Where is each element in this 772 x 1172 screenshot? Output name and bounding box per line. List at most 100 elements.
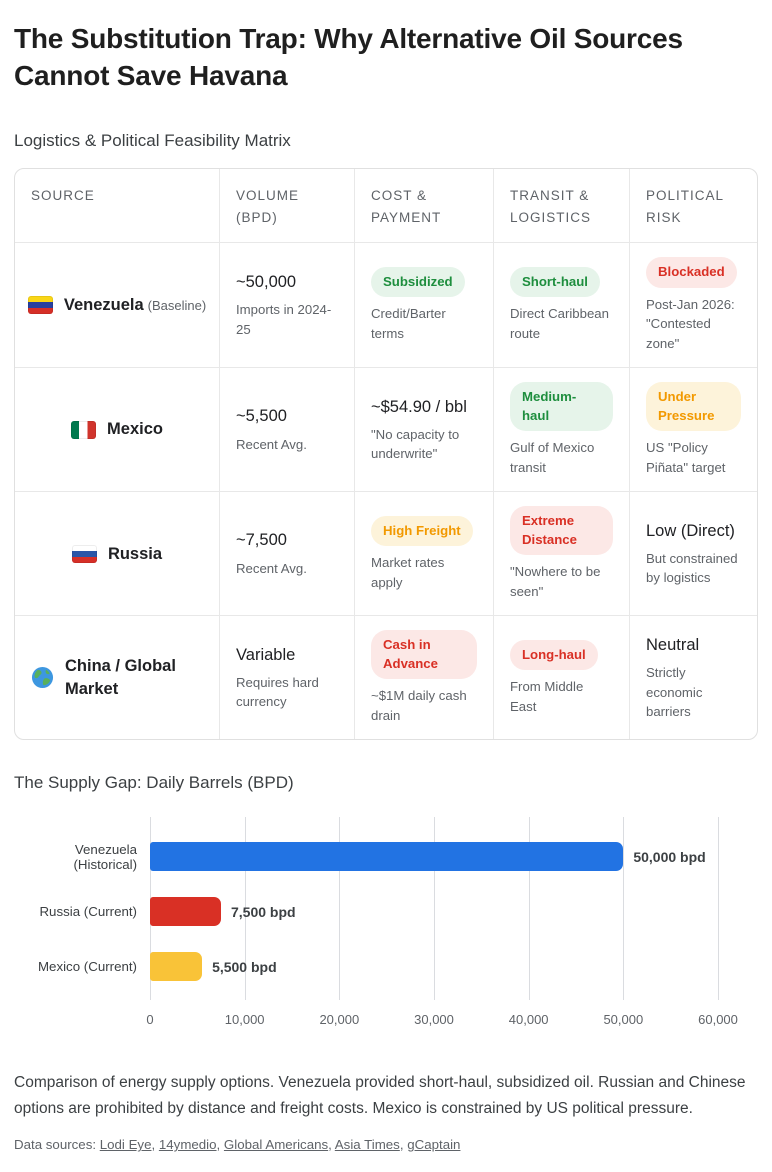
table-row: Venezuela (Baseline) ~50,000 Imports in 202… [15,242,757,368]
column-header: TRANSIT & LOGISTICS [493,169,629,243]
risk-cell: Blockaded Post-Jan 2026: "Contested zone" [629,243,757,368]
chart-bar [150,952,203,982]
source-text: China / Global Market [65,655,203,700]
russia-flag-icon [71,544,97,563]
chart-bar-row: 50,000 bpd [150,829,718,884]
cell-value: Low (Direct) [646,521,735,540]
source-name: Mexico [107,420,163,439]
status-badge: Extreme Distance [510,506,613,556]
cell-note: Market rates apply [371,555,445,590]
cost-cell: Subsidized Credit/Barter terms [354,243,493,368]
cell-note: Recent Avg. [236,436,307,452]
mexico-flag-icon [71,420,97,439]
source-link[interactable]: Lodi Eye [99,1137,152,1153]
x-axis-tick: 0 [146,1012,154,1028]
chart-bar-value: 7,500 bpd [231,903,296,920]
status-badge: Subsidized [371,266,465,298]
status-badge: Under Pressure [646,382,741,432]
matrix-section-title: Logistics & Political Feasibility Matrix [14,131,291,150]
status-badge: Cash in Advance [371,630,477,680]
footer-summary: Comparison of energy supply options. Ven… [14,1074,746,1118]
volume-cell: ~5,500 Recent Avg. [219,368,354,492]
source-link[interactable]: Asia Times [334,1137,400,1153]
supply-gap-chart: Venezuela (Historical) Russia (Current) Me… [14,817,758,1032]
column-header: VOLUME (BPD) [219,169,354,243]
table-header-row: SOURCE VOLUME (BPD) COST & PAYMENT TRANSIT … [15,169,757,243]
status-badge: Blockaded [646,257,737,288]
source-cell: China / Global Market [15,616,219,739]
x-axis-tick: 20,000 [319,1012,360,1028]
x-axis-tick: 60,000 [698,1012,738,1028]
risk-cell: Low (Direct) But constrained by logistics [629,492,757,616]
status-badge: Medium-haul [510,382,613,432]
cell-note: Strictly economic barriers [646,665,703,720]
chart-row-label: Venezuela (Historical) [73,841,137,872]
chart-plot-inner: 50,000 bpd 7,500 bpd 5,500 bpd [150,817,719,1001]
cell-note: Credit/Barter terms [371,306,446,341]
cell-value: ~7,500 [236,531,287,550]
column-header-label: POLITICAL RISK [646,188,724,225]
chart-bar [150,897,221,927]
cell-value: ~5,500 [236,407,287,426]
chart-category-labels: Venezuela (Historical) Russia (Current) Me… [14,817,150,1032]
cell-note: ~$1M daily cash drain [371,688,467,723]
cell-note: Requires hard currency [236,674,319,710]
source-text: Russia [108,543,162,566]
source-link[interactable]: Global Americans [223,1137,329,1153]
source-name: Russia [107,544,163,563]
chart-section-title: The Supply Gap: Daily Barrels (BPD) [14,773,294,793]
transit-cell: Medium-haul Gulf of Mexico transit [493,368,629,492]
x-axis-ticks: 0 10,000 20,000 30,000 40,000 50,000 60,000 [146,1004,738,1032]
cost-cell: Cash in Advance ~$1M daily cash drain [354,616,493,740]
cell-value: Neutral [646,635,700,654]
source-text: Mexico [107,418,163,441]
cell-note: Gulf of Mexico transit [510,440,595,475]
status-badge: Long-haul [510,639,598,671]
table-row: Mexico ~5,500 Recent Avg. ~$54.90 / bbl "No … [15,367,757,492]
globe-icon [31,666,54,689]
table-row: Russia ~7,500 Recent Avg. High Freight Marke… [15,491,757,616]
chart-gridline [718,817,719,1001]
chart-bar-value: 5,500 bpd [212,958,277,975]
source-note: (Baseline) [147,297,207,313]
cell-note: "No capacity to underwrite" [371,426,460,462]
cell-note: US "Policy Piñata" target [646,440,726,475]
chart-gridline [528,817,530,1001]
column-header: POLITICAL RISK [629,169,757,243]
column-header: SOURCE [15,169,219,242]
cell-note: From Middle East [510,679,584,714]
cell-note: Post-Jan 2026: "Contested zone" [646,296,735,351]
chart-row-label: Russia (Current) [39,904,137,920]
source-name: Venezuela [63,295,144,314]
column-header: COST & PAYMENT [354,169,493,243]
transit-cell: Extreme Distance "Nowhere to be seen" [493,492,629,616]
cell-note: Imports in 2024-25 [236,302,332,337]
chart-bar [150,842,624,872]
chart-gridline [434,817,435,1001]
chart-gridline [339,817,341,1001]
volume-cell: Variable Requires hard currency [219,616,354,740]
source-link[interactable]: gCaptain [407,1137,461,1153]
x-axis-tick: 10,000 [224,1012,265,1028]
source-link[interactable]: 14ymedio [158,1137,217,1153]
cell-value: Variable [236,645,296,664]
source-cell: Russia [15,492,219,615]
data-sources: Data sources: Lodi Eye, 14ymedio, Global… [14,1137,461,1153]
page-title: The Substitution Trap: Why Alternative O… [14,23,683,91]
transit-cell: Long-haul From Middle East [493,616,629,740]
cell-note: Recent Avg. [236,560,307,576]
cell-note: Direct Caribbean route [510,306,609,341]
column-header-label: SOURCE [31,188,95,203]
source-cell: Mexico [15,368,219,491]
chart-gridline [623,817,625,1001]
table-row: China / Global Market Variable Requires ha… [15,615,757,740]
column-header-label: VOLUME (BPD) [236,188,300,225]
volume-cell: ~50,000 Imports in 2024-25 [219,243,354,368]
cost-cell: ~$54.90 / bbl "No capacity to underwrite" [354,368,493,492]
risk-cell: Under Pressure US "Policy Piñata" target [629,368,757,492]
feasibility-table: SOURCE VOLUME (BPD) COST & PAYMENT TRANSIT … [14,168,758,741]
source-cell: Venezuela (Baseline) [15,243,219,367]
cell-value: ~50,000 [236,273,297,292]
volume-cell: ~7,500 Recent Avg. [219,492,354,616]
